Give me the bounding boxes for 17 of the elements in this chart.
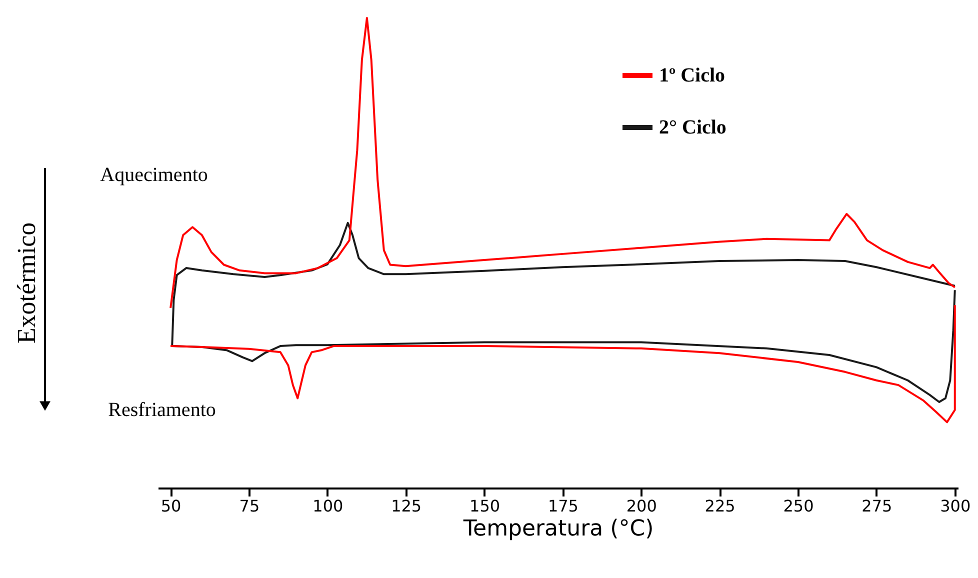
legend-label: 1º Ciclo	[659, 64, 726, 86]
annotation: Aquecimento	[100, 164, 208, 186]
x-axis-title: Temperatura (°C)	[462, 516, 654, 542]
x-tick-label: 100	[312, 496, 344, 516]
x-tick-label: 50	[160, 496, 182, 516]
x-tick-label: 200	[626, 496, 657, 516]
x-tick-label: 150	[470, 496, 500, 516]
x-tick-label: 75	[239, 496, 260, 516]
annotation: Resfriamento	[108, 399, 216, 421]
x-tick-label: 300	[940, 496, 971, 516]
x-tick-label: 175	[548, 496, 578, 516]
legend-label: 2° Ciclo	[659, 116, 726, 138]
x-tick-label: 250	[783, 496, 814, 516]
y-axis-title: Exotérmico	[12, 222, 41, 344]
x-tick-label: 225	[704, 496, 736, 516]
x-tick-label: 125	[391, 496, 422, 516]
x-tick-label: 275	[862, 496, 892, 516]
